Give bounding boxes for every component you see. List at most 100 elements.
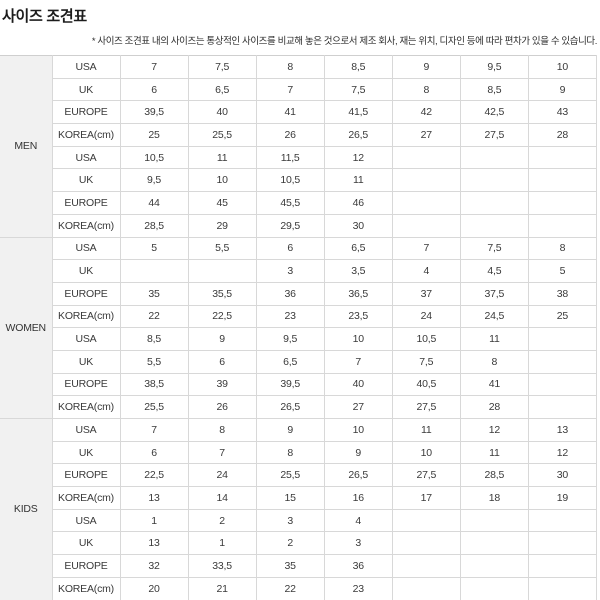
row-label: USA [51,145,121,170]
size-value-cell: 12 [527,440,598,465]
size-value-cell [527,145,598,170]
size-value-cell: 10 [323,418,393,442]
row-label: UK [51,259,121,283]
size-value-cell: 33,5 [187,554,257,578]
size-value-cell [391,576,461,600]
size-value-cell: 4 [391,259,461,283]
size-value-cell: 26 [255,123,325,147]
size-value-cell: 27,5 [391,463,461,488]
row-label: UK [51,349,121,374]
size-value-cell [527,213,598,238]
size-value-cell: 1 [119,508,189,533]
size-value-cell: 28 [527,123,598,147]
size-value-cell [459,145,529,170]
size-value-cell: 3 [323,531,393,556]
size-value-cell [391,168,461,193]
size-value-cell: 11 [459,327,529,351]
size-value-cell [459,576,529,600]
table-row: KIDS USA 7 8 9 10 11 12 13 [0,418,598,600]
size-value-cell: 8,5 [323,55,393,79]
row-label: KOREA(cm) [51,123,121,147]
size-value-cell: 46 [323,191,393,215]
size-value-cell [391,554,461,578]
row-label: EUROPE [51,463,121,488]
size-value-cell: 45 [187,191,257,215]
size-value-cell: 11,5 [255,145,325,170]
size-value-cell [391,213,461,238]
size-value-cell: 23 [323,576,393,600]
table-row: UK 6 7 8 9 10 11 12 [0,440,598,465]
size-value-cell: 41,5 [323,100,393,125]
size-value-cell: 9,5 [255,327,325,351]
size-value-cell: 27 [323,395,393,419]
row-label: USA [51,327,121,351]
table-row: KOREA(cm) 25,5 26 26,5 27 27,5 28 [0,395,598,419]
size-value-cell: 27,5 [459,123,529,147]
size-value-cell: 26,5 [323,123,393,147]
size-value-cell: 23 [255,304,325,329]
size-value-cell: 8,5 [459,77,529,102]
table-row: KOREA(cm) 22 22,5 23 23,5 24 24,5 25 [0,304,598,329]
size-value-cell: 7 [323,349,393,374]
size-value-cell: 3,5 [323,259,393,283]
row-label: EUROPE [51,191,121,215]
size-value-cell: 10,5 [255,168,325,193]
size-value-cell [527,168,598,193]
size-table: MEN USA 7 7,5 8 8,5 9 9,5 10 UK 6 6,5 7 7,5 8 8,5 9 EUROP… [0,55,598,600]
size-value-cell: 7,5 [323,77,393,102]
size-value-cell: 10 [323,327,393,351]
size-value-cell: 29 [187,213,257,238]
size-value-cell: 24 [391,304,461,329]
size-value-cell: 23,5 [323,304,393,329]
size-value-cell: 26,5 [323,463,393,488]
size-value-cell: 25,5 [187,123,257,147]
size-value-cell: 11 [391,418,461,442]
table-row: UK 3 3,5 4 4,5 5 [0,259,598,283]
size-value-cell: 6 [119,440,189,465]
size-value-cell: 10,5 [119,145,189,170]
size-value-cell: 24,5 [459,304,529,329]
size-value-cell: 9 [255,418,325,442]
size-value-cell: 44 [119,191,189,215]
size-value-cell: 22 [119,304,189,329]
size-value-cell: 8 [187,418,257,442]
table-row: EUROPE 22,5 24 25,5 26,5 27,5 28,5 30 [0,463,598,488]
size-value-cell: 38 [527,281,598,306]
size-value-cell: 9 [323,440,393,465]
size-value-cell [459,191,529,215]
row-label: USA [51,418,121,442]
size-value-cell [187,259,257,283]
size-value-cell: 36,5 [323,281,393,306]
size-value-cell: 10 [527,55,598,79]
size-value-cell [391,531,461,556]
size-value-cell: 7 [187,440,257,465]
row-label: EUROPE [51,100,121,125]
size-value-cell [459,554,529,578]
size-value-cell [527,531,598,556]
size-value-cell: 9,5 [459,55,529,79]
size-value-cell: 11 [187,145,257,170]
size-value-cell [459,168,529,193]
table-row: KOREA(cm) 20 21 22 23 [0,576,598,600]
row-label: UK [51,168,121,193]
size-value-cell: 6 [255,236,325,261]
row-label: UK [51,77,121,102]
size-value-cell: 37,5 [459,281,529,306]
size-value-cell [459,508,529,533]
size-value-cell: 25,5 [255,463,325,488]
size-value-cell: 35 [119,281,189,306]
size-value-cell: 6,5 [187,77,257,102]
row-label: KOREA(cm) [51,486,121,510]
size-value-cell: 22,5 [119,463,189,488]
group-label-kids: KIDS [0,418,53,600]
size-value-cell: 6 [187,349,257,374]
table-row: UK 6 6,5 7 7,5 8 8,5 9 [0,77,598,102]
size-value-cell [119,259,189,283]
size-value-cell: 38,5 [119,372,189,397]
size-value-cell: 5,5 [119,349,189,374]
size-value-cell [391,145,461,170]
size-value-cell: 10,5 [391,327,461,351]
size-value-cell [527,327,598,351]
size-value-cell [391,508,461,533]
size-value-cell [527,372,598,397]
